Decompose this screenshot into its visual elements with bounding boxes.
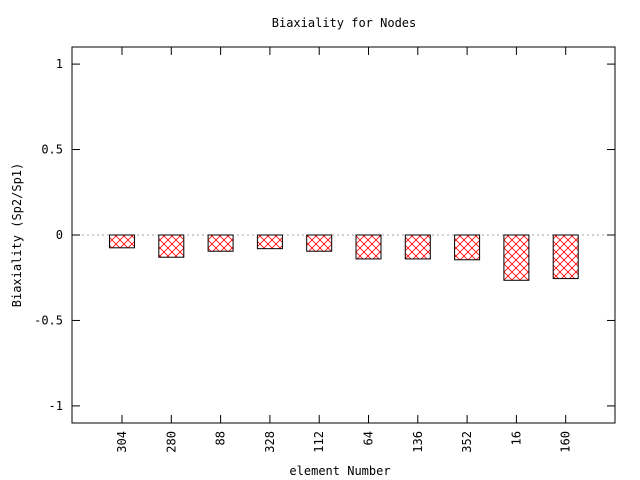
bar (552, 234, 579, 280)
bar (454, 234, 481, 261)
bar (503, 234, 530, 281)
bar (306, 234, 333, 252)
bar (256, 234, 283, 250)
bar (207, 234, 234, 252)
x-axis-label: element Number (289, 464, 390, 478)
x-tick-label: 16 (509, 431, 523, 445)
y-tick-label: 1 (56, 57, 63, 71)
x-axis-ticks: 304 280 88 328 112 64 136 352 16 160 (115, 47, 573, 453)
bar (158, 234, 185, 258)
bar-series (109, 234, 579, 281)
y-axis-label: Biaxiality (Sp2/Sp1) (10, 163, 24, 308)
y-tick-label: -0.5 (34, 313, 63, 327)
x-tick-label: 64 (362, 431, 376, 445)
bar (404, 234, 431, 260)
x-tick-label: 280 (164, 431, 178, 453)
y-tick-label: 0 (56, 228, 63, 242)
x-tick-label: 112 (312, 431, 326, 453)
y-axis-ticks: 1 0.5 0 -0.5 -1 (34, 57, 615, 413)
plot-frame (71, 46, 616, 424)
x-tick-label: 136 (411, 431, 425, 453)
y-tick-label: 0.5 (41, 143, 63, 157)
x-tick-label: 304 (115, 431, 129, 453)
chart-title: Biaxiality for Nodes (272, 16, 417, 30)
x-tick-label: 328 (263, 431, 277, 453)
x-tick-label: 88 (214, 431, 228, 445)
y-tick-label: -1 (49, 399, 63, 413)
x-tick-label: 160 (559, 431, 573, 453)
x-tick-label: 352 (460, 431, 474, 453)
bar (109, 234, 135, 249)
bar (355, 234, 382, 260)
